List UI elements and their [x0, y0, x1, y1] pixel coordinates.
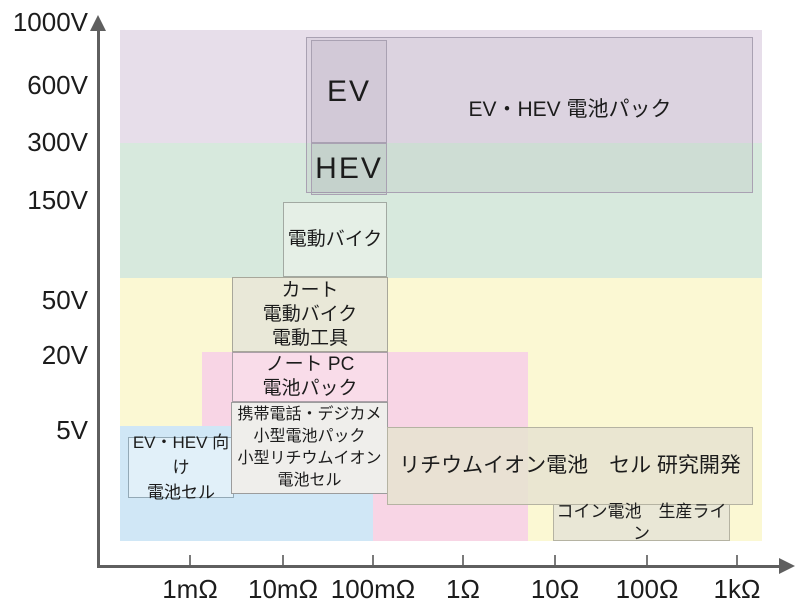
- x-axis-arrow-icon: [779, 558, 795, 574]
- region-hev-label: HEV: [315, 152, 383, 186]
- region-mobile-line: 小型リチウムイオン: [237, 450, 382, 467]
- x-tick-label: 1kΩ: [713, 574, 761, 604]
- region-mobile-line: 携帯電話・デジカメ: [237, 406, 382, 423]
- band-300v-1000v: [120, 30, 762, 143]
- region-notepc-pack-box: ノート PC 電池パック: [232, 352, 388, 402]
- x-tick-label: 100mΩ: [330, 574, 416, 604]
- x-axis-line: [97, 565, 781, 568]
- x-tick: [554, 555, 556, 565]
- x-tick: [282, 555, 284, 565]
- region-electric-bike-label: 電動バイク: [287, 228, 383, 250]
- y-axis-arrow-icon: [90, 15, 106, 31]
- x-tick-label: 100Ω: [615, 574, 679, 604]
- region-hev-box: HEV: [311, 143, 387, 195]
- band-65v-300v: [120, 143, 762, 278]
- x-tick-label: 1Ω: [446, 574, 480, 604]
- y-tick-label: 1000V: [12, 7, 88, 37]
- y-tick-label: 600V: [27, 70, 88, 100]
- x-tick-label: 10mΩ: [247, 574, 318, 604]
- region-li-ion-rnd-box: リチウムイオン電池 セル 研究開発: [387, 427, 753, 505]
- x-tick: [462, 555, 464, 565]
- region-ev-hev-pack-label-area: EV・HEV 電池パック: [387, 37, 753, 179]
- region-cart-line: カート: [281, 279, 339, 301]
- region-ev-label: EV: [326, 74, 372, 108]
- x-tick: [189, 555, 191, 565]
- region-mobile-small-pack-box: 携帯電話・デジカメ 小型電池パック 小型リチウムイオン 電池セル: [231, 402, 388, 494]
- region-ev-hev-cell-box: EV・HEV 向け 電池セル: [128, 433, 234, 502]
- x-tick-label: 10Ω: [530, 574, 580, 604]
- y-tick-label: 300V: [27, 127, 88, 157]
- region-coin-battery-label: コイン電池 生産ライン: [556, 502, 727, 543]
- region-coin-battery-box: コイン電池 生産ライン: [553, 502, 730, 543]
- y-tick-label: 150V: [27, 185, 88, 215]
- region-electric-bike-box: 電動バイク: [283, 202, 387, 277]
- region-mobile-line: 電池セル: [277, 472, 342, 489]
- x-tick-label: 1mΩ: [162, 574, 218, 604]
- region-notepc-line: ノート PC: [265, 354, 355, 375]
- region-cart-bike-tools-box: カート 電動バイク 電動工具: [232, 277, 388, 352]
- y-tick-label: 50V: [41, 285, 88, 315]
- x-tick: [736, 555, 738, 565]
- region-notepc-line: 電池パック: [262, 378, 358, 399]
- region-mobile-line: 小型電池パック: [253, 428, 366, 445]
- region-ev-hev-pack-label: EV・HEV 電池パック: [468, 98, 672, 121]
- x-tick: [372, 555, 374, 565]
- region-ev-hev-cell-line: 電池セル: [147, 483, 215, 502]
- y-tick-label: 5V: [56, 415, 88, 445]
- region-cart-line: 電動工具: [271, 327, 348, 349]
- region-ev-box: EV: [311, 40, 387, 143]
- region-li-ion-rnd-label: リチウムイオン電池 セル 研究開発: [399, 453, 741, 477]
- region-cart-line: 電動バイク: [262, 303, 358, 325]
- x-tick: [646, 555, 648, 565]
- region-ev-hev-pack-box: [306, 37, 753, 193]
- region-ev-hev-cell-line: EV・HEV 向け: [132, 433, 230, 477]
- y-axis-line: [97, 30, 100, 567]
- y-tick-label: 20V: [41, 340, 88, 370]
